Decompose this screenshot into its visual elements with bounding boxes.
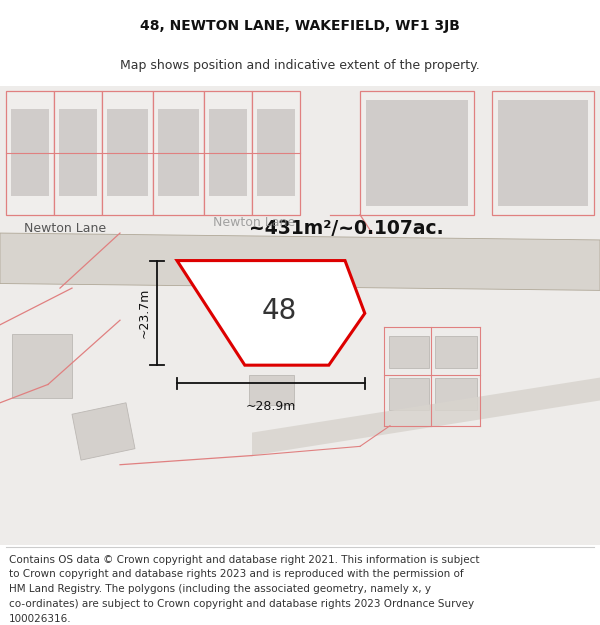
- Bar: [153, 91, 204, 215]
- Bar: [59, 109, 97, 196]
- Bar: [435, 378, 477, 409]
- Text: Contains OS data © Crown copyright and database right 2021. This information is : Contains OS data © Crown copyright and d…: [9, 554, 479, 564]
- Text: 48: 48: [262, 297, 296, 325]
- Bar: [257, 109, 295, 196]
- Text: ~28.9m: ~28.9m: [246, 401, 296, 414]
- Text: ~23.7m: ~23.7m: [137, 288, 151, 338]
- Bar: [435, 336, 477, 368]
- Text: Map shows position and indicative extent of the property.: Map shows position and indicative extent…: [120, 59, 480, 72]
- Bar: [249, 375, 294, 405]
- Bar: [366, 100, 468, 206]
- Bar: [12, 334, 72, 398]
- Bar: [492, 91, 594, 215]
- Bar: [249, 316, 306, 354]
- Bar: [54, 91, 102, 215]
- Text: to Crown copyright and database rights 2023 and is reproduced with the permissio: to Crown copyright and database rights 2…: [9, 569, 464, 579]
- Text: ~431m²/~0.107ac.: ~431m²/~0.107ac.: [249, 219, 443, 238]
- Polygon shape: [0, 233, 600, 291]
- Text: Newton Lane: Newton Lane: [24, 222, 106, 235]
- Polygon shape: [72, 402, 135, 460]
- Bar: [102, 91, 153, 215]
- Bar: [158, 109, 199, 196]
- Text: co-ordinates) are subject to Crown copyright and database rights 2023 Ordnance S: co-ordinates) are subject to Crown copyr…: [9, 599, 474, 609]
- Text: 48, NEWTON LANE, WAKEFIELD, WF1 3JB: 48, NEWTON LANE, WAKEFIELD, WF1 3JB: [140, 19, 460, 33]
- Bar: [204, 91, 252, 215]
- Text: Newton Lane: Newton Lane: [213, 216, 295, 229]
- Bar: [498, 100, 588, 206]
- Text: HM Land Registry. The polygons (including the associated geometry, namely x, y: HM Land Registry. The polygons (includin…: [9, 584, 431, 594]
- Bar: [11, 109, 49, 196]
- Bar: [6, 91, 54, 215]
- Bar: [389, 378, 429, 409]
- Bar: [209, 109, 247, 196]
- Polygon shape: [177, 261, 365, 365]
- Bar: [389, 336, 429, 368]
- Bar: [360, 91, 474, 215]
- Bar: [252, 91, 300, 215]
- Text: 100026316.: 100026316.: [9, 614, 71, 624]
- Bar: [107, 109, 148, 196]
